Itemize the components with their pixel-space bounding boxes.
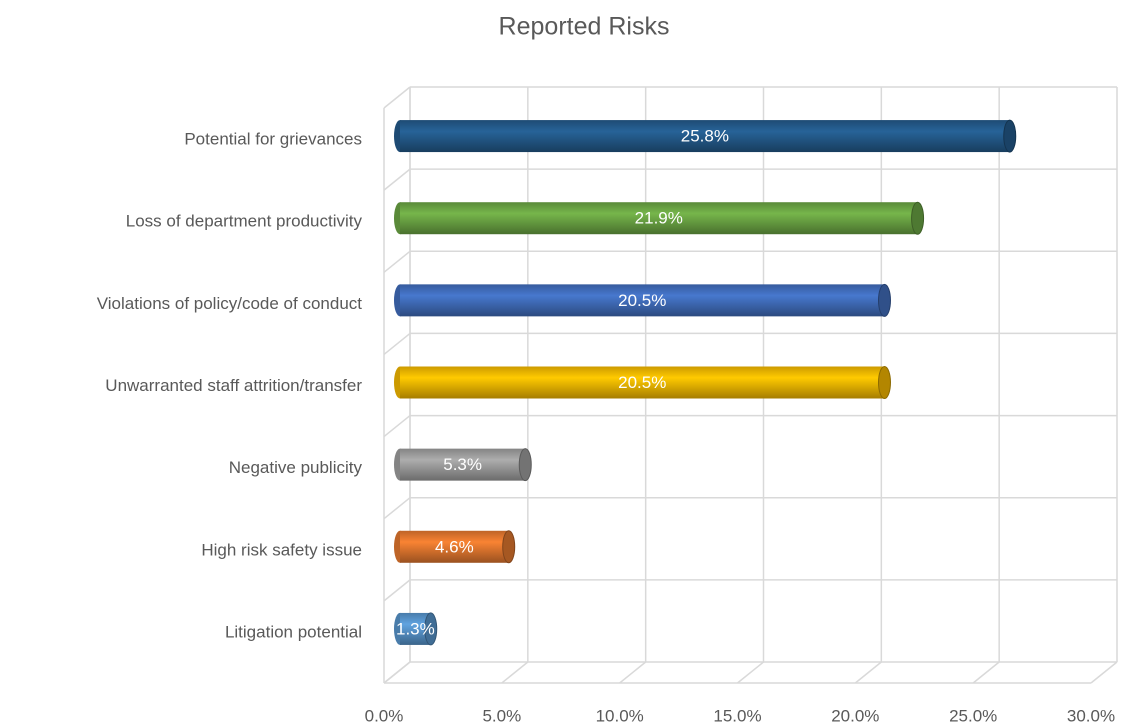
x-tick-label: 20.0% (831, 706, 879, 725)
bar-cap (518, 448, 532, 482)
wall-line (383, 497, 411, 520)
bar (400, 366, 885, 399)
x-tick-label: 0.0% (365, 706, 404, 725)
x-tick-label: 30.0% (1067, 706, 1115, 725)
x-tick-label: 25.0% (949, 706, 997, 725)
data-label: 20.5% (618, 373, 666, 392)
wall-line (383, 579, 411, 602)
bar (400, 284, 885, 317)
y-tick-label: High risk safety issue (201, 540, 362, 559)
bar-cap (502, 530, 516, 564)
wall-line (383, 168, 411, 191)
wall-line (383, 250, 411, 273)
y-tick-label: Negative publicity (229, 458, 363, 477)
floor-line (619, 661, 647, 684)
wall-line (383, 332, 411, 356)
x-tick-label: 15.0% (713, 706, 761, 725)
wall-line (383, 86, 411, 109)
chart-title: Reported Risks (499, 13, 670, 41)
bar-cap (424, 612, 438, 646)
bar (400, 202, 918, 235)
data-label: 21.9% (635, 209, 683, 228)
y-tick-label: Violations of policy/code of conduct (97, 294, 363, 313)
x-tick-label: 10.0% (596, 706, 644, 725)
bar-cap (877, 366, 891, 399)
x-tick-label: 5.0% (482, 706, 521, 725)
y-tick-label: Loss of department productivity (126, 212, 363, 231)
data-label: 1.3% (396, 619, 435, 638)
floor-line (1090, 661, 1118, 684)
floor-line (854, 661, 882, 684)
data-label: 25.8% (681, 127, 729, 146)
wall-line (383, 414, 411, 438)
y-tick-label: Litigation potential (225, 622, 362, 641)
data-label: 20.5% (618, 291, 666, 310)
y-tick-label: Unwarranted staff attrition/transfer (105, 376, 362, 395)
bar-cap (911, 201, 925, 235)
floor-line (972, 661, 1000, 684)
bar-cap (877, 283, 891, 317)
bar (400, 530, 509, 563)
data-label: 4.6% (435, 537, 474, 556)
floor-line (383, 661, 411, 684)
bar (400, 120, 1010, 153)
data-label: 5.3% (443, 455, 482, 474)
y-tick-label: Potential for grievances (184, 130, 362, 149)
bar (400, 448, 526, 481)
bar-cap (1003, 119, 1017, 153)
floor-line (737, 661, 764, 684)
floor-line (501, 661, 529, 684)
